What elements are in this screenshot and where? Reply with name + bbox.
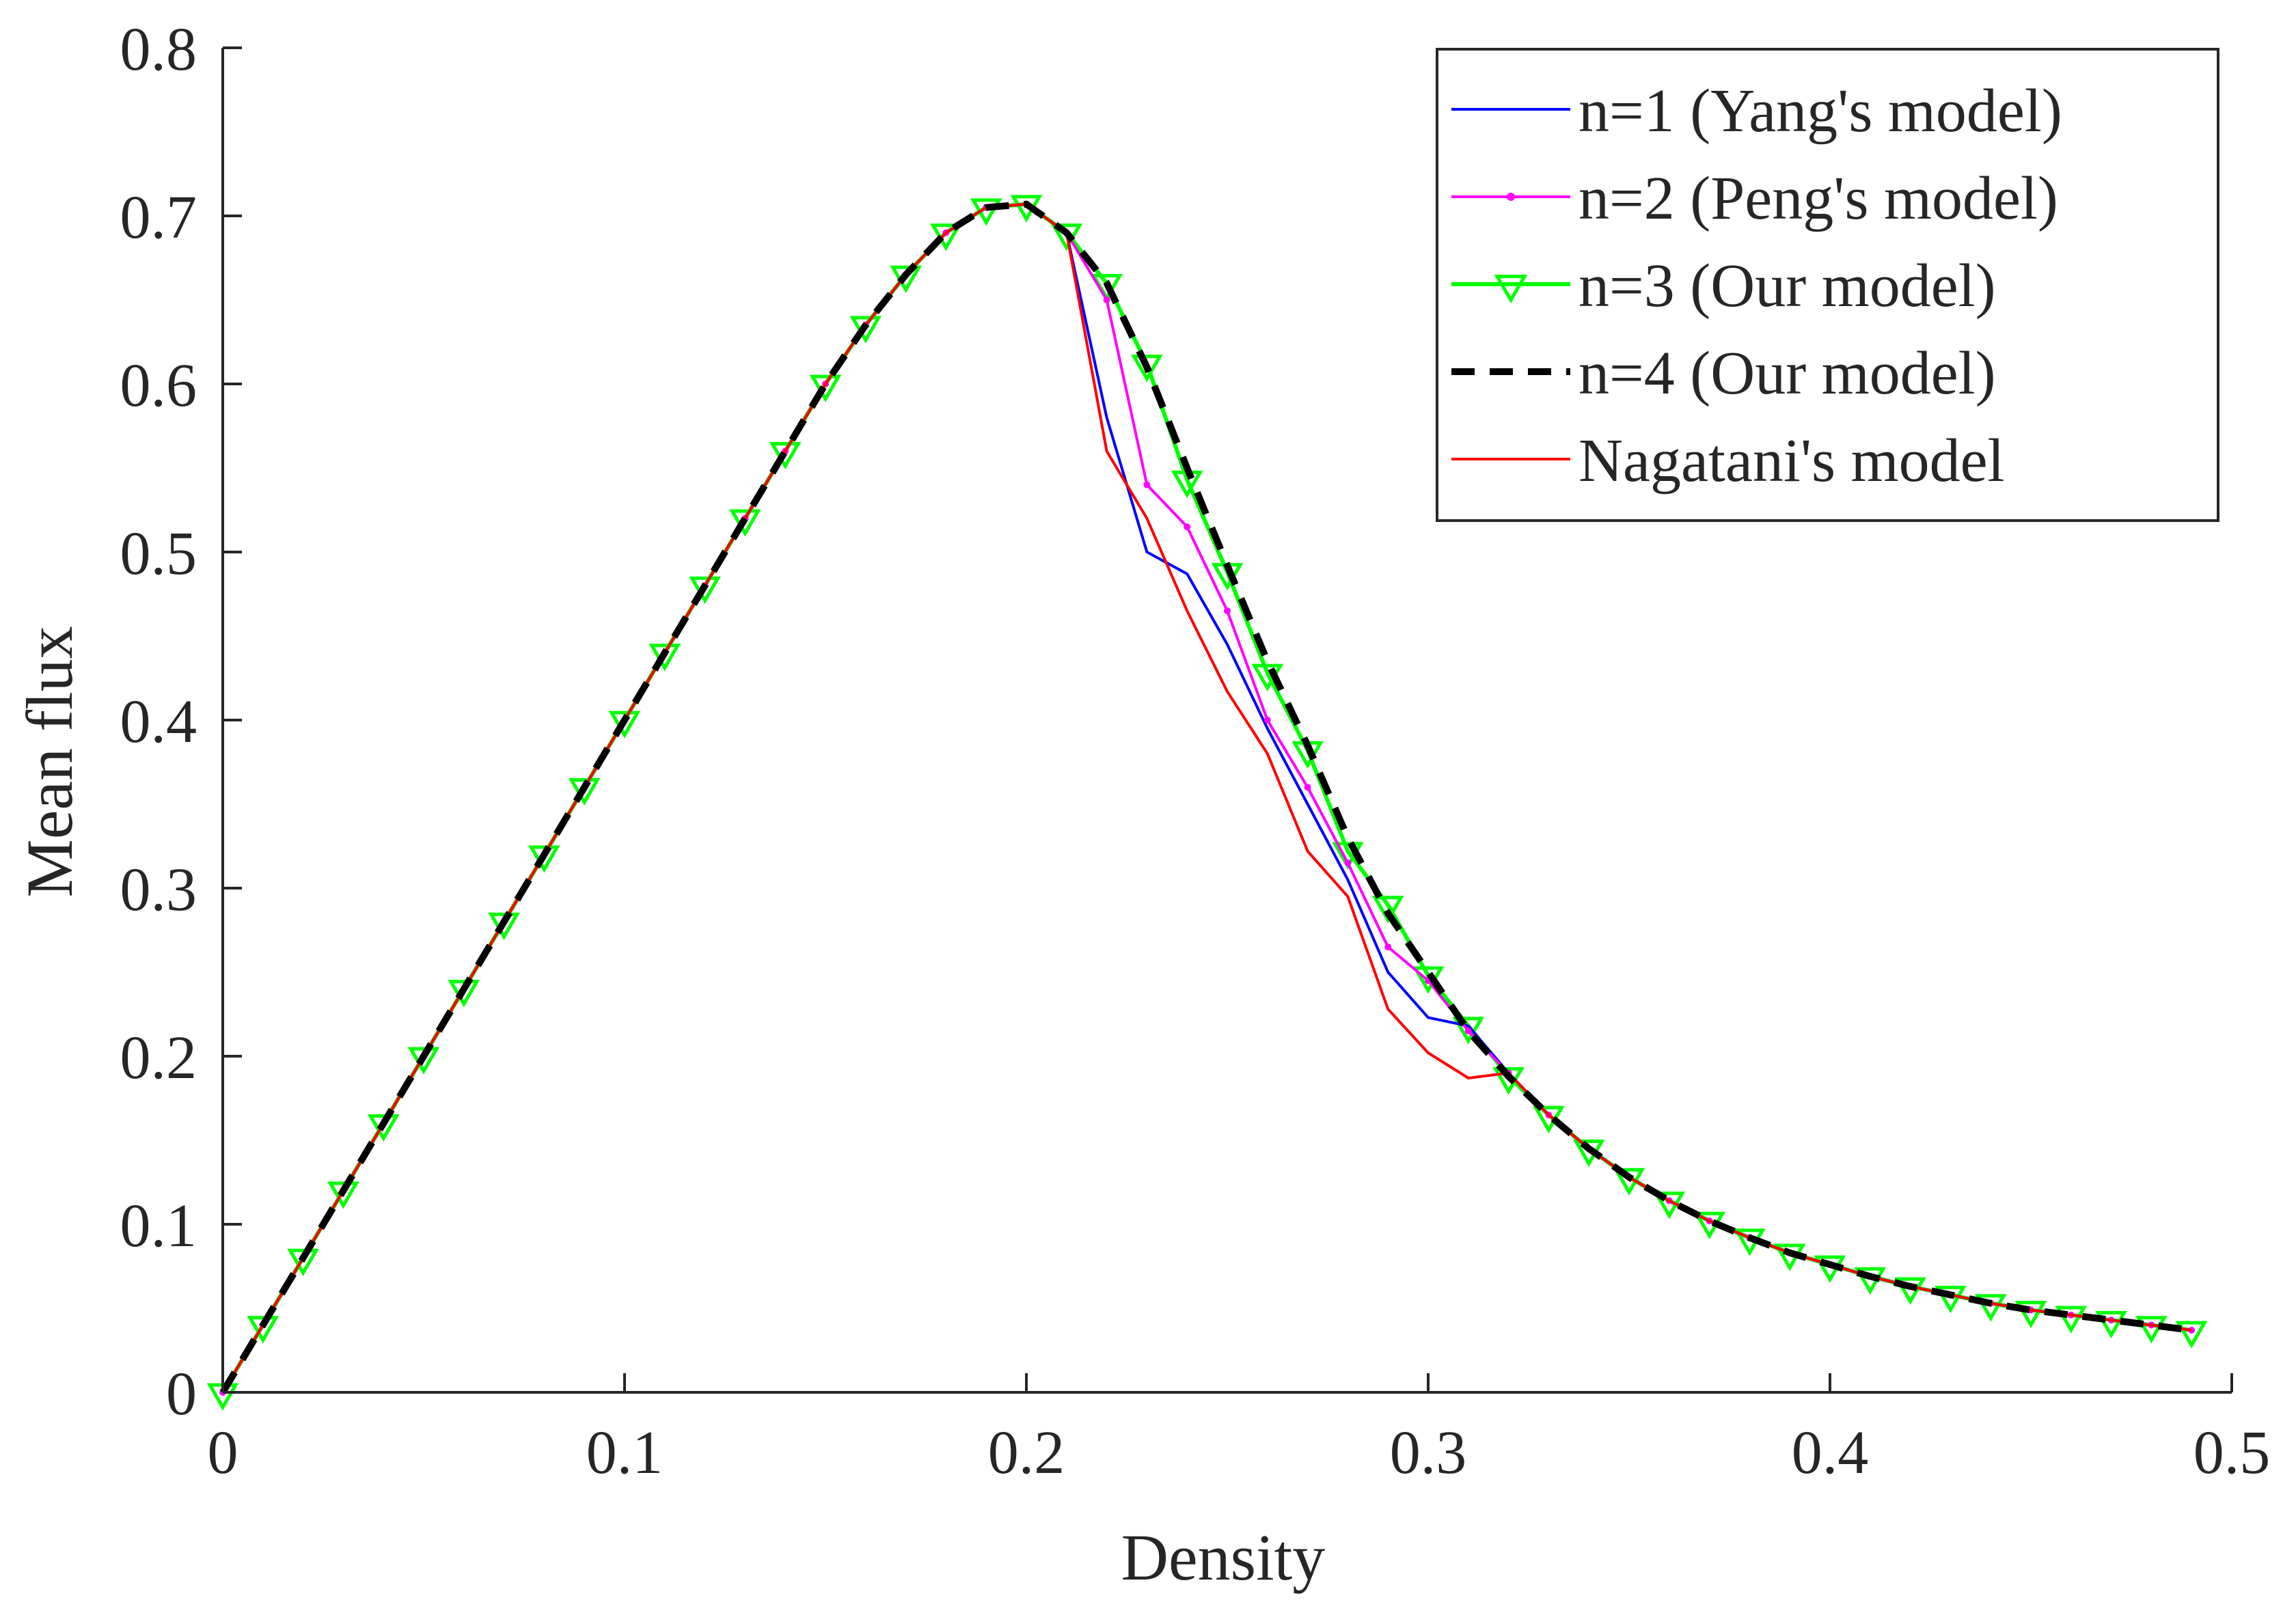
y-tick-label: 0.6 xyxy=(120,352,197,419)
data-point xyxy=(247,1316,279,1344)
data-point xyxy=(1935,1285,1967,1314)
data-point xyxy=(407,1047,440,1075)
legend-entry-label: n=3 (Our model) xyxy=(1578,252,1996,320)
data-point xyxy=(769,442,802,470)
legend-entry-label: Nagatani's model xyxy=(1578,427,2005,495)
data-point xyxy=(1464,1028,1472,1035)
data-point xyxy=(1344,859,1352,867)
y-tick-label: 0.3 xyxy=(120,856,197,924)
x-tick-label: 0 xyxy=(208,1419,238,1487)
data-point xyxy=(2175,1321,2208,1349)
x-tick-label: 0.1 xyxy=(586,1419,664,1487)
y-tick-label: 0.7 xyxy=(120,184,197,251)
series-line xyxy=(219,200,2192,1394)
data-point xyxy=(1103,297,1110,303)
data-point xyxy=(1894,1277,1926,1305)
data-point xyxy=(2055,1306,2088,1334)
data-point xyxy=(689,576,721,605)
y-tick-label: 0.8 xyxy=(120,16,197,83)
data-point xyxy=(729,509,761,537)
data-point xyxy=(528,845,560,873)
data-point xyxy=(1384,943,1392,951)
data-point xyxy=(1263,717,1271,723)
x-tick-label: 0.5 xyxy=(2194,1419,2271,1487)
legend-entry-label: n=4 (Our model) xyxy=(1578,340,1996,407)
legend-entry-label: n=2 (Peng's model) xyxy=(1578,165,2058,232)
legend: n=1 (Yang's model) n=2 (Peng's model) n=3 … xyxy=(1436,48,2219,522)
data-point xyxy=(1371,896,1404,924)
data-point xyxy=(809,374,842,402)
data-point xyxy=(2014,1301,2047,1329)
data-point xyxy=(287,1248,319,1277)
data-point xyxy=(1304,784,1311,791)
y-tick-label: 0.4 xyxy=(120,688,197,756)
series-4 xyxy=(219,200,2192,1394)
x-tick-label: 0.4 xyxy=(1792,1419,1869,1487)
y-tick-label: 0.5 xyxy=(120,520,197,588)
data-point xyxy=(327,1181,359,1209)
data-point xyxy=(2135,1316,2168,1344)
data-point xyxy=(448,980,480,1008)
legend-swatch-marker xyxy=(1494,275,1528,304)
legend-swatch-marker xyxy=(1507,193,1515,201)
data-point xyxy=(608,711,641,739)
data-point xyxy=(648,644,681,672)
data-point xyxy=(1452,1017,1485,1045)
legend-entry-label: n=1 (Yang's model) xyxy=(1578,77,2062,145)
x-tick-label: 0.3 xyxy=(1390,1419,1467,1487)
data-point xyxy=(2095,1310,2127,1339)
data-point xyxy=(1143,481,1151,488)
data-point xyxy=(1224,607,1231,615)
data-point xyxy=(1184,523,1191,531)
y-axis-label: Mean flux xyxy=(13,626,86,897)
data-point xyxy=(568,778,601,806)
data-point xyxy=(367,1114,400,1142)
y-tick-label: 0.1 xyxy=(120,1192,197,1260)
y-tick-label: 0.2 xyxy=(120,1024,197,1092)
y-tick-label: 0 xyxy=(166,1360,197,1428)
data-point xyxy=(1131,355,1163,383)
x-tick-label: 0.2 xyxy=(988,1419,1065,1487)
x-axis-label: Density xyxy=(1121,1521,1326,1594)
data-point xyxy=(488,912,520,941)
data-point xyxy=(1974,1294,2007,1322)
